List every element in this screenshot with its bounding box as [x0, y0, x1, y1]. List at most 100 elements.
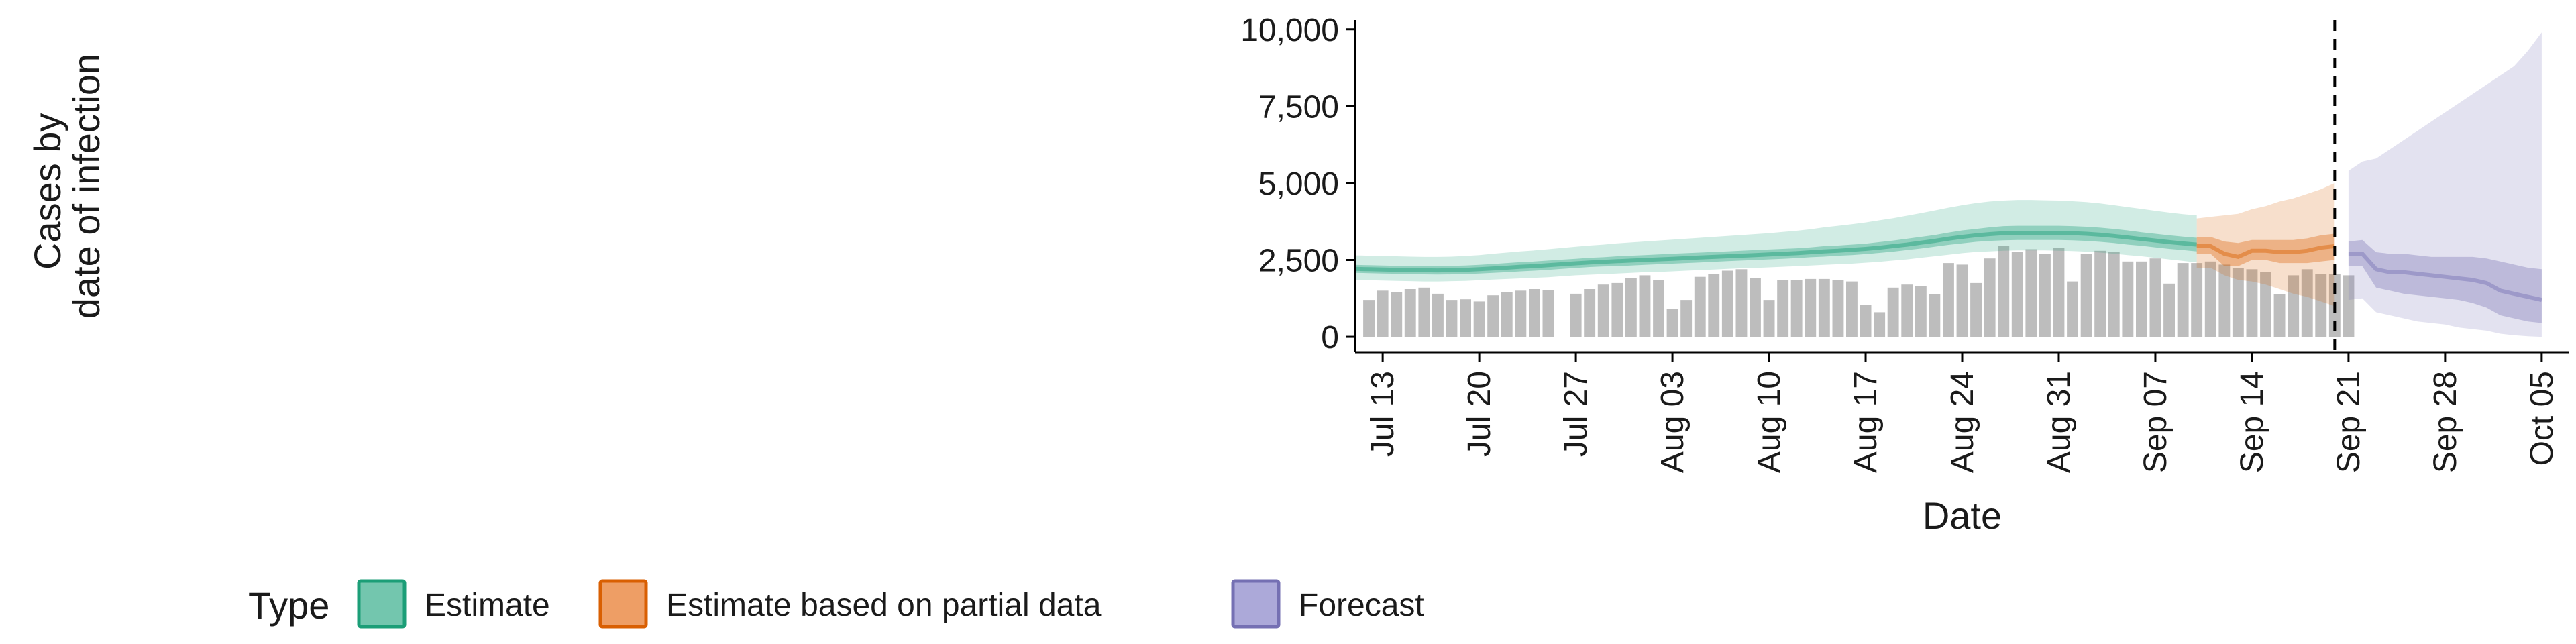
x-tick-label: Jul 27 [1558, 371, 1594, 457]
bar [2260, 272, 2271, 337]
bar [1721, 270, 1733, 337]
x-tick-label: Aug 31 [2041, 371, 2077, 473]
bar [1790, 280, 1803, 337]
bar [2273, 294, 2286, 337]
bar [1446, 300, 1458, 337]
bar [1874, 312, 1886, 337]
series-2-band-90 [2348, 32, 2542, 337]
bar [1515, 290, 1527, 337]
bar [1777, 280, 1789, 337]
bar [2080, 254, 2092, 337]
legend-label-1: Estimate based on partial data [666, 588, 1102, 623]
bar-layer [1363, 246, 2355, 337]
bar [2094, 250, 2106, 337]
x-tick-label: Aug 03 [1655, 371, 1690, 473]
x-tick-label: Jul 20 [1462, 371, 1497, 457]
y-tick-label: 10,000 [1240, 13, 1339, 48]
x-axis-label: Date [1923, 494, 2002, 537]
bar [1915, 286, 1927, 337]
bar [2315, 274, 2327, 337]
bar [1418, 287, 1430, 337]
bar [1970, 282, 1982, 337]
bar [1998, 246, 2010, 337]
bar [1943, 263, 1954, 337]
series-1-band-90 [2196, 182, 2335, 307]
bar [2011, 252, 2023, 337]
bar [1984, 258, 1996, 337]
x-tick-label: Aug 24 [1945, 371, 1980, 473]
series-2-median-line [2348, 252, 2542, 303]
bar [2039, 254, 2051, 337]
x-tick-label: Aug 17 [1848, 371, 1884, 473]
legend: Type Estimate Estimate based on partial d… [248, 579, 1424, 629]
series-0-median-line [1354, 231, 2197, 273]
y-tick-label: 0 [1321, 320, 1339, 356]
series-0-band-50 [1355, 225, 2197, 275]
bar [1611, 282, 1623, 337]
bar [1625, 278, 1637, 337]
y-tick-label: 7,500 [1258, 89, 1339, 125]
bar [2067, 281, 2078, 337]
bar [2343, 275, 2355, 337]
bar [2053, 248, 2065, 337]
x-tick-label: Oct 05 [2524, 371, 2560, 466]
bar [2149, 258, 2161, 337]
x-tick-label: Jul 13 [1365, 371, 1401, 457]
x-tick-label: Sep 14 [2235, 371, 2270, 473]
bar [1487, 295, 1499, 337]
x-tick-label: Sep 28 [2428, 371, 2463, 473]
bar [1404, 289, 1416, 337]
bar [2163, 283, 2175, 337]
legend-key-1 [598, 579, 648, 629]
bar [1363, 300, 1375, 337]
y-tick-label: 2,500 [1258, 244, 1339, 279]
bar [1956, 264, 1968, 337]
x-tick-label: Sep 07 [2138, 371, 2174, 473]
bar [1570, 293, 1582, 337]
bar [1584, 289, 1596, 337]
bar [1805, 278, 1817, 337]
bar [1639, 275, 1651, 337]
bar [1542, 290, 1554, 337]
bar [1887, 287, 1899, 337]
bar [1460, 299, 1471, 337]
legend-label-2: Forecast [1299, 588, 1424, 623]
ribbon-layer [1354, 32, 2542, 337]
bar [1901, 284, 1913, 337]
bar [1763, 300, 1775, 337]
bar [1708, 274, 1720, 337]
bar [1750, 278, 1761, 337]
bar [1818, 278, 1830, 337]
bar [2218, 264, 2231, 337]
bar [2122, 261, 2134, 337]
bar [1846, 281, 1858, 337]
bar [2025, 249, 2037, 337]
bar [2177, 263, 2189, 337]
bar [1653, 280, 1664, 337]
bar [1597, 284, 1609, 337]
bar [2301, 269, 2313, 337]
bar [1666, 309, 1678, 337]
y-axis-ticks: 0 2,500 5,000 7,500 10,000 [1240, 13, 1355, 356]
legend-title: Type [248, 584, 329, 627]
bar [2232, 268, 2244, 337]
bar [1377, 290, 1389, 337]
bar [2136, 261, 2147, 337]
axes: 0 2,500 5,000 7,500 10,000 Jul 13 Jul 20 Jul 2… [1240, 13, 2569, 473]
legend-key-0 [357, 579, 407, 629]
bar [1735, 269, 1748, 337]
bar [1832, 280, 1844, 337]
y-axis-label-line-1: Cases by [26, 113, 68, 270]
bar [2246, 269, 2258, 337]
legend-label-0: Estimate [425, 588, 550, 623]
x-axis-ticks: Jul 13 Jul 20 Jul 27 Aug 03 Aug 10 Aug 17 Aug … [1365, 352, 2560, 473]
legend-key-2 [1231, 579, 1281, 629]
series-2-band-50 [2348, 239, 2542, 323]
bar [1473, 301, 1485, 337]
x-tick-label: Aug 10 [1752, 371, 1787, 473]
series-1-median-line [2196, 244, 2335, 260]
bar [1432, 293, 1444, 337]
bar [2288, 275, 2300, 337]
y-axis-label-line-2: date of infection [65, 54, 107, 319]
